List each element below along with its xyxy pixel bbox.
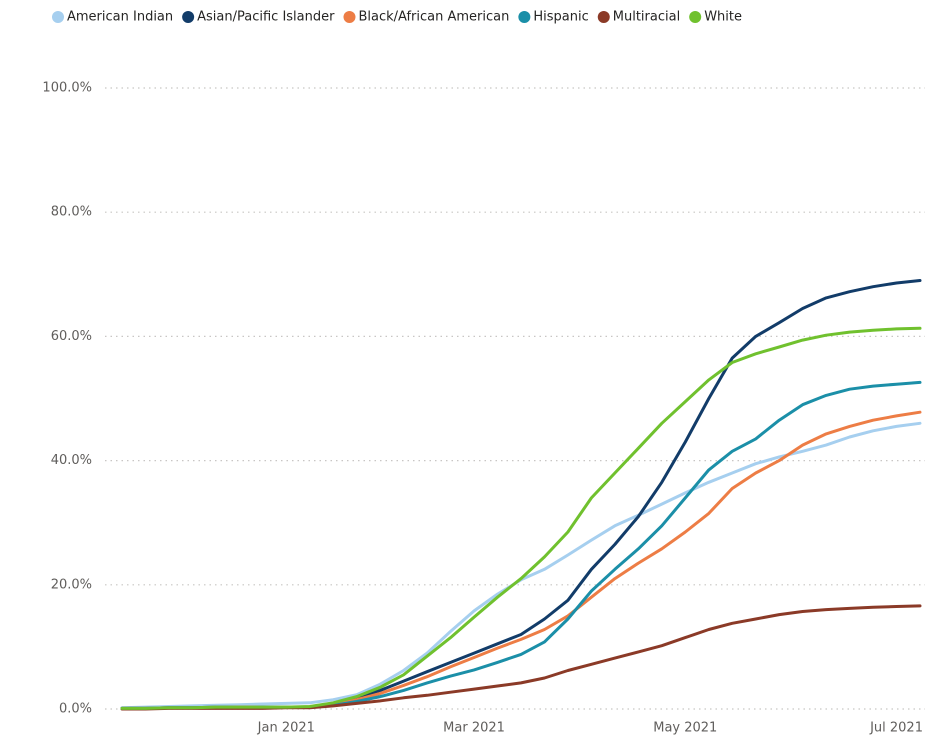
x-tick-label: Mar 2021 [443,721,505,736]
legend-marker [518,11,531,23]
series-line [120,410,922,710]
y-tick-label: 80.0% [51,205,92,220]
legend-label: Asian/Pacific Islander [197,10,335,25]
legend-marker [343,11,356,23]
series-line [120,279,922,710]
x-tick-label: Jan 2021 [257,721,315,736]
legend-marker [52,11,64,23]
series-line [120,421,922,710]
legend-marker [182,11,195,23]
series-line [120,326,922,710]
legend-label: American Indian [67,10,173,25]
legend-label: Black/African American [358,10,509,25]
legend-label: Hispanic [533,10,588,25]
y-tick-label: 40.0% [51,453,92,468]
y-tick-label: 60.0% [51,329,92,344]
x-tick-label: May 2021 [653,721,717,736]
y-tick-label: 20.0% [51,577,92,592]
x-tick-label: Jul 2021 [869,721,923,736]
legend-label: White [704,10,742,25]
legend-marker [689,11,702,23]
legend-label: Multiracial [613,10,680,25]
series-line [120,604,922,711]
legend-marker [597,11,610,23]
y-tick-label: 100.0% [42,81,92,96]
y-tick-label: 0.0% [59,702,92,717]
legend: American Indian Asian/Pacific Islander Bla… [52,10,742,25]
series-line [120,380,922,710]
